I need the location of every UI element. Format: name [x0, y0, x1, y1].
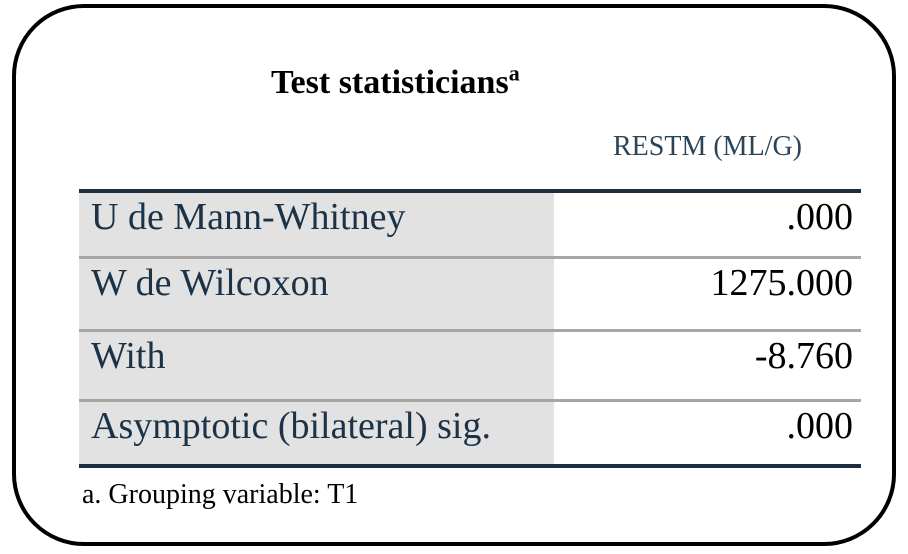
row-separator [79, 329, 861, 332]
row-label: W de Wilcoxon [79, 259, 554, 329]
table-title-text: Test statisticians [271, 64, 509, 101]
row-value: .000 [554, 193, 861, 256]
rounded-border-frame: Test statisticiansa RESTM (ML/G) U de Ma… [12, 4, 896, 546]
row-separator [79, 399, 861, 402]
value-column-header: RESTM (ML/G) [613, 131, 802, 162]
row-label: U de Mann-Whitney [79, 193, 554, 256]
table-row: W de Wilcoxon 1275.000 [79, 259, 861, 329]
table-top-rule [79, 189, 861, 193]
table-bottom-rule [79, 464, 861, 468]
table-row: Asymptotic (bilateral) sig. .000 [79, 402, 861, 464]
row-value: 1275.000 [554, 259, 861, 329]
row-label: With [79, 332, 554, 399]
table-row: With -8.760 [79, 332, 861, 399]
row-value: -8.760 [554, 332, 861, 399]
table-title: Test statisticiansa [271, 60, 520, 101]
row-value: .000 [554, 402, 861, 464]
table-title-footnote-marker: a [508, 60, 520, 86]
table-row: U de Mann-Whitney .000 [79, 193, 861, 256]
row-separator [79, 256, 861, 259]
row-label: Asymptotic (bilateral) sig. [79, 402, 554, 464]
test-statistics-table: U de Mann-Whitney .000 W de Wilcoxon 127… [79, 189, 861, 468]
grouping-variable-footnote: a. Grouping variable: T1 [82, 479, 359, 510]
